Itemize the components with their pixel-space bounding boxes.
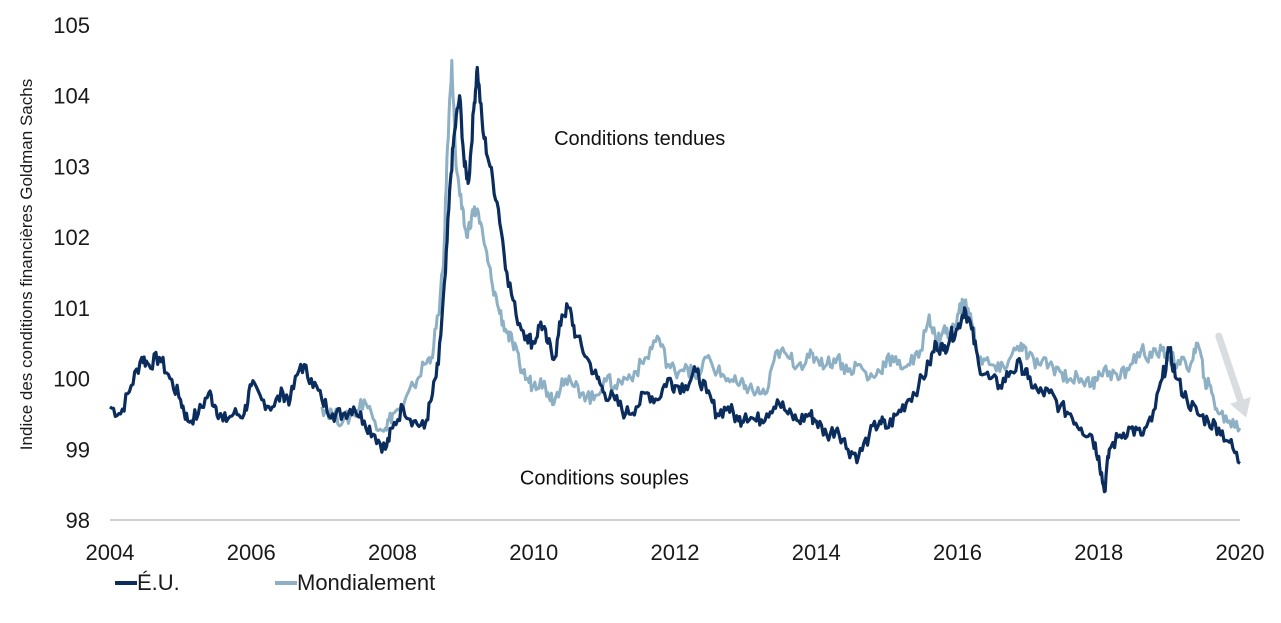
x-tick-label: 2014 — [792, 540, 841, 565]
series-line — [109, 65, 1241, 494]
x-tick-label: 2006 — [227, 540, 276, 565]
y-tick-labels: 98 99 100 101 102 103 104 105 — [53, 13, 90, 533]
y-tick-label: 101 — [53, 296, 90, 321]
y-tick-label: 105 — [53, 13, 90, 38]
y-tick-label: 102 — [53, 225, 90, 250]
annotation-label: Conditions souples — [520, 468, 689, 490]
x-tick-label: 2016 — [933, 540, 982, 565]
legend-item: É.U. — [115, 570, 180, 595]
trend-arrow — [1215, 332, 1244, 404]
x-tick-label: 2004 — [86, 540, 135, 565]
series-layer — [109, 58, 1242, 494]
trend-arrow-head — [1229, 396, 1251, 418]
annotations: Conditions tendues Conditions souples — [520, 128, 1251, 490]
y-axis-label: Indice des conditions financières Goldma… — [17, 79, 36, 450]
y-tick-label: 98 — [66, 508, 90, 533]
y-tick-label: 104 — [53, 84, 90, 109]
x-tick-label: 2018 — [1074, 540, 1123, 565]
annotation-label: Conditions tendues — [554, 128, 725, 150]
legend-label: É.U. — [137, 570, 180, 595]
legend: É.U. Mondialement — [115, 570, 435, 595]
y-tick-label: 99 — [66, 437, 90, 462]
x-tick-label: 2020 — [1216, 540, 1265, 565]
x-tick-label: 2008 — [368, 540, 417, 565]
x-tick-label: 2012 — [651, 540, 700, 565]
legend-label: Mondialement — [297, 570, 435, 595]
legend-item: Mondialement — [275, 570, 435, 595]
x-tick-labels: 2004 2006 2008 2010 2012 2014 2016 2018 2020 — [86, 540, 1265, 565]
y-tick-label: 103 — [53, 154, 90, 179]
y-tick-label: 100 — [53, 367, 90, 392]
x-tick-label: 2010 — [509, 540, 558, 565]
series-line — [320, 58, 1242, 433]
